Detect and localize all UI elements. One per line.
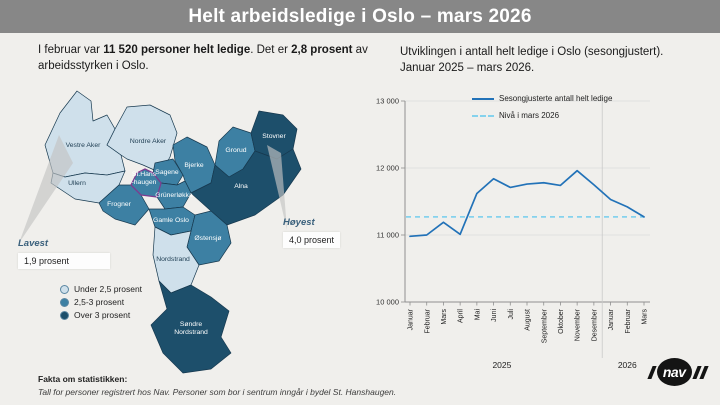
oslo-district-map: Vestre Aker Nordre Aker Ullern Sagene Bjerke… bbox=[19, 90, 302, 374]
nav-logo-circle: nav bbox=[656, 358, 692, 386]
highest-annotation: Høyest 4,0 prosent bbox=[283, 217, 341, 248]
footer-heading: Fakta om statistikken: bbox=[38, 374, 128, 384]
intro-count-bold: 11 520 personer helt ledige bbox=[103, 44, 251, 56]
chart-series-line bbox=[409, 169, 645, 238]
chart-month-label: Desember bbox=[591, 308, 598, 341]
chart-month-label: November bbox=[575, 308, 582, 341]
map-legend-item-0: Under 2,5 prosent bbox=[60, 284, 142, 294]
chart-month-label: September bbox=[541, 308, 548, 343]
nav-logo-text: nav bbox=[662, 364, 686, 380]
map-district-label-grorud: Grorud bbox=[225, 147, 246, 154]
chart-month-label: Januar bbox=[608, 308, 615, 330]
map-legend-label: Under 2,5 prosent bbox=[74, 284, 143, 294]
intro-percent-bold: 2,8 prosent bbox=[291, 44, 353, 56]
map-district-label-grunerlokka: Grünerløkka bbox=[155, 192, 193, 199]
map-district-st-hanshaugen bbox=[130, 168, 162, 198]
chart-month-label: Mars bbox=[642, 309, 649, 325]
lowest-label: Lavest bbox=[18, 238, 49, 249]
map-district-ullern bbox=[50, 170, 126, 204]
reference-line-swatch bbox=[472, 114, 494, 117]
chart-month-label: Januar bbox=[408, 308, 415, 330]
chart-month-label: Juli bbox=[508, 309, 515, 320]
map-legend-item-1: 2,5-3 prosent bbox=[60, 297, 142, 307]
chart-month-label: August bbox=[525, 309, 532, 331]
chart-y-tick-label: 10 000 bbox=[376, 298, 399, 307]
intro-part1: I februar var bbox=[38, 44, 104, 56]
chart-month-label: Februar bbox=[625, 308, 632, 333]
chart-legend: Sesongjusterte antall helt ledige Nivå i… bbox=[472, 94, 612, 120]
highest-label: Høyest bbox=[283, 217, 315, 228]
reference-line-label: Nivå i mars 2026 bbox=[499, 111, 560, 120]
chart-month-label: Februar bbox=[424, 308, 431, 333]
map-legend-label: Over 3 prosent bbox=[74, 310, 131, 320]
map-district-sondre-nordstrand bbox=[150, 280, 232, 374]
map-district-label-nordstrand: Nordstrand bbox=[156, 256, 190, 263]
map-legend-swatch bbox=[60, 284, 69, 294]
highest-value: 4,0 prosent bbox=[283, 232, 341, 248]
chart-month-label: Mai bbox=[474, 309, 481, 321]
page-title: Helt arbeidsledige i Oslo – mars 2026 bbox=[188, 5, 532, 27]
series-line-swatch bbox=[472, 97, 494, 100]
header-bar: Helt arbeidsledige i Oslo – mars 2026 bbox=[0, 0, 720, 33]
intro-part2: . Det er bbox=[250, 44, 292, 56]
unemployment-line-chart: 10 000 11 000 12 000 13 000 Januar Februar Mar… bbox=[376, 97, 650, 370]
map-district-label-ullern: Ullern bbox=[68, 180, 86, 187]
map-district-label-ostensjo: Østensjø bbox=[194, 235, 221, 242]
footer-note: Tall for personer registrert hos Nav. Pe… bbox=[38, 387, 397, 397]
intro-part3: av arbeidsstyrken i Oslo. bbox=[38, 44, 368, 72]
map-district-label-sondre-nordstrand: Søndre Nordstrand bbox=[174, 321, 208, 336]
chart-legend-reference: Nivå i mars 2026 bbox=[472, 111, 612, 120]
map-district-label-bjerke: Bjerke bbox=[184, 162, 203, 169]
chart-month-label: Juni bbox=[491, 309, 498, 322]
map-district-label-alna: Alna bbox=[234, 183, 248, 190]
chart-month-label: Oktober bbox=[558, 308, 565, 334]
nav-logo-slash-icon bbox=[699, 365, 709, 379]
chart-y-tick-label: 11 000 bbox=[377, 231, 399, 240]
map-district-label-frogner: Frogner bbox=[107, 201, 132, 208]
chart-y-tick-label: 13 000 bbox=[376, 97, 399, 106]
footer-facts: Fakta om statistikken: Tall for personer… bbox=[38, 374, 396, 397]
chart-y-tick-label: 12 000 bbox=[376, 164, 399, 173]
map-district-label-stovner: Stovner bbox=[262, 133, 286, 140]
chart-month-label: Mars bbox=[441, 309, 448, 325]
chart-month-label: April bbox=[458, 309, 465, 323]
callout-wedge-lowest bbox=[19, 135, 73, 243]
map-legend-label: 2,5-3 prosent bbox=[74, 297, 125, 307]
nav-logo: nav bbox=[646, 358, 709, 386]
map-legend-swatch bbox=[60, 297, 69, 307]
callout-wedge-highest bbox=[267, 145, 287, 230]
map-district-label-nordre-aker: Nordre Aker bbox=[130, 138, 167, 145]
map-district-label-vestre-aker: Vestre Aker bbox=[66, 142, 101, 149]
series-line-label: Sesongjusterte antall helt ledige bbox=[499, 94, 613, 103]
map-district-label-st-hanshaugen: St.Hans -haugen bbox=[132, 171, 157, 186]
map-legend: Under 2,5 prosent 2,5-3 prosent Over 3 pro… bbox=[60, 284, 142, 320]
map-district-grunerlokka bbox=[156, 180, 192, 210]
chart-title: Utviklingen i antall helt ledige i Oslo … bbox=[400, 46, 664, 74]
intro-text: I februar var 11 520 personer helt ledig… bbox=[38, 42, 378, 74]
lowest-annotation: Lavest 1,9 prosent bbox=[18, 238, 110, 269]
chart-legend-series: Sesongjusterte antall helt ledige bbox=[472, 94, 612, 103]
chart-year-label: 2026 bbox=[618, 360, 637, 370]
lowest-value: 1,9 prosent bbox=[18, 253, 110, 269]
nav-logo-slash-icon bbox=[646, 365, 656, 379]
map-district-nordstrand bbox=[152, 226, 200, 294]
map-legend-item-2: Over 3 prosent bbox=[60, 310, 142, 320]
map-legend-swatch bbox=[60, 310, 69, 320]
map-district-label-sagene: Sagene bbox=[155, 169, 179, 176]
map-district-label-gamle-oslo: Gamle Oslo bbox=[153, 217, 189, 224]
chart-year-label: 2025 bbox=[492, 360, 511, 370]
